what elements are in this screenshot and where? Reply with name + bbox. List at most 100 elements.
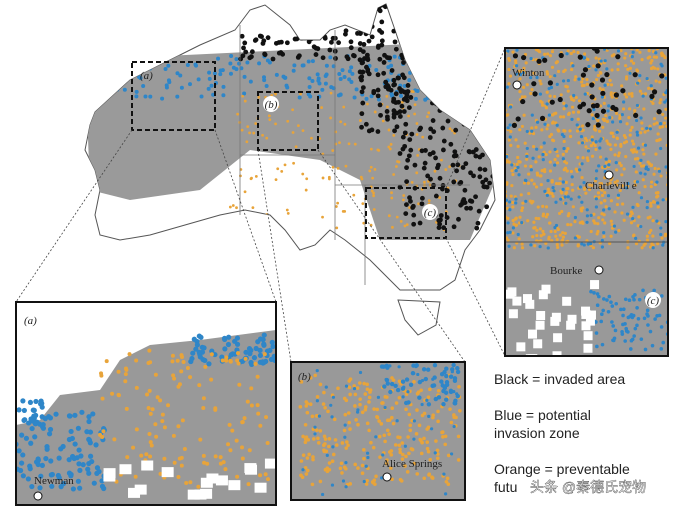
dot — [649, 204, 653, 208]
dot — [444, 101, 450, 107]
dot — [516, 232, 520, 237]
dot — [307, 76, 312, 81]
dot — [554, 200, 558, 204]
dot — [86, 436, 92, 443]
dot — [659, 294, 664, 298]
dot — [556, 154, 560, 158]
dot — [508, 200, 512, 204]
dot — [167, 80, 172, 85]
dot — [529, 91, 533, 96]
dot — [452, 390, 456, 394]
dot — [123, 53, 128, 58]
dot — [447, 98, 451, 102]
dot — [624, 52, 628, 56]
dot — [594, 205, 598, 209]
dot — [39, 400, 45, 407]
dot — [587, 187, 592, 192]
dot — [529, 243, 533, 247]
dot — [514, 201, 518, 205]
dot — [100, 396, 105, 401]
dot — [570, 117, 574, 121]
dot — [542, 57, 548, 63]
dot — [336, 166, 340, 170]
dot — [440, 125, 446, 131]
dot — [327, 47, 333, 53]
dot — [651, 234, 655, 238]
dot — [438, 196, 441, 199]
dot — [599, 137, 603, 141]
dot — [613, 153, 617, 157]
no-data — [200, 477, 213, 488]
dot — [584, 191, 588, 195]
dot — [406, 28, 412, 34]
dot — [598, 146, 602, 150]
dot — [336, 386, 340, 391]
dot — [560, 191, 564, 195]
dot — [531, 235, 535, 239]
inset-label: (b) — [298, 371, 311, 383]
dot — [428, 457, 433, 462]
dot — [388, 364, 392, 368]
dot — [393, 383, 398, 389]
dot — [528, 199, 532, 203]
dot — [334, 443, 339, 447]
dot — [513, 217, 517, 221]
dot — [608, 78, 612, 82]
dot — [596, 191, 601, 195]
dot — [463, 161, 469, 167]
dot — [404, 179, 410, 185]
no-data — [550, 316, 560, 326]
dot — [613, 143, 618, 147]
dot — [301, 434, 305, 439]
dot — [483, 140, 489, 146]
dot — [402, 194, 406, 197]
dot — [127, 352, 132, 357]
dot — [315, 369, 319, 373]
dot — [66, 436, 73, 443]
dot — [595, 303, 600, 308]
dot — [637, 297, 642, 302]
dot — [372, 208, 376, 211]
dot — [443, 442, 448, 447]
dot — [249, 49, 255, 55]
dot — [221, 93, 226, 98]
dot — [632, 164, 636, 169]
dot — [592, 212, 596, 216]
dot — [323, 437, 328, 441]
dot — [529, 56, 533, 61]
dot — [389, 449, 394, 453]
dot — [541, 232, 546, 236]
dot — [490, 99, 495, 105]
dot — [604, 157, 608, 161]
dot — [163, 67, 168, 72]
no-data — [119, 464, 132, 475]
dot — [405, 223, 409, 227]
dot — [627, 107, 632, 111]
dot — [239, 33, 245, 39]
dot — [402, 83, 407, 88]
dot — [368, 169, 372, 173]
dot — [401, 395, 405, 399]
dot — [399, 219, 403, 223]
dot — [134, 89, 139, 94]
dot — [607, 294, 612, 299]
dot — [423, 376, 429, 382]
dot — [245, 399, 250, 404]
dot — [506, 113, 510, 117]
dot — [334, 205, 338, 208]
dot — [478, 97, 484, 103]
dot — [431, 383, 437, 388]
dot — [347, 77, 352, 82]
dot — [535, 120, 540, 124]
dot — [123, 366, 128, 371]
dot — [125, 53, 130, 58]
dot — [267, 114, 271, 118]
dot — [196, 333, 202, 339]
dot — [537, 155, 541, 159]
dot — [487, 73, 493, 79]
dot — [202, 460, 207, 465]
dot — [365, 387, 370, 391]
dot — [420, 402, 424, 407]
dot — [448, 87, 454, 93]
dot — [520, 208, 524, 213]
